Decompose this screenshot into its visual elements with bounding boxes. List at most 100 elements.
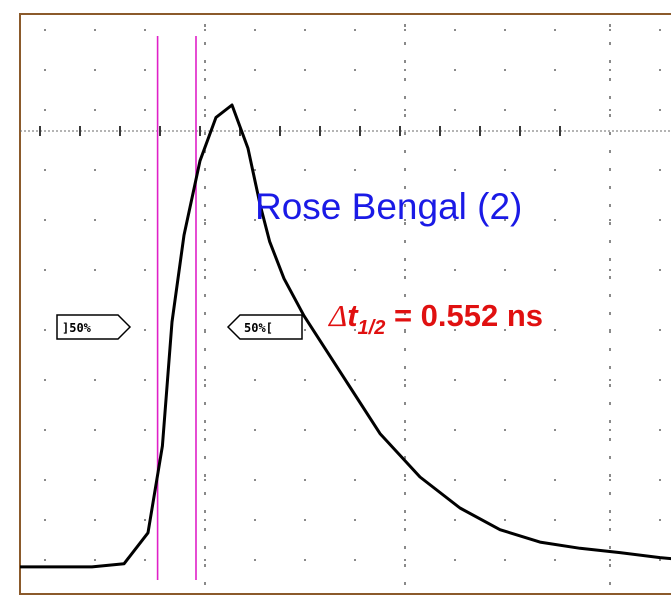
grid-dot	[304, 429, 306, 431]
grid-dot	[609, 24, 611, 27]
grid-dot	[354, 519, 356, 521]
grid-dot	[254, 519, 256, 521]
grid-dot	[354, 69, 356, 71]
grid-dot	[609, 420, 611, 423]
grid-dot	[404, 29, 406, 31]
grid-dot	[254, 559, 256, 561]
grid-dot	[144, 559, 146, 561]
grid-dot	[504, 109, 506, 111]
grid-dot	[204, 29, 206, 31]
grid-dot	[609, 240, 611, 243]
grid-dot	[354, 429, 356, 431]
grid-dot	[204, 60, 206, 63]
waveform-trace	[20, 103, 671, 569]
grid-dot	[204, 474, 206, 477]
grid-dot	[554, 379, 556, 381]
grid-dot	[659, 329, 661, 331]
grid-dot	[404, 312, 406, 315]
grid-dot	[44, 219, 46, 221]
grid-dot	[609, 114, 611, 117]
grid-dot	[404, 474, 406, 477]
grid-dot	[304, 519, 306, 521]
chart-frame	[19, 13, 671, 595]
delta-symbol: Δ	[329, 298, 348, 333]
grid-dot	[204, 582, 206, 585]
grid-dot	[204, 168, 206, 171]
grid-dot	[204, 219, 206, 221]
grid-dot	[204, 528, 206, 531]
grid-dot	[609, 204, 611, 207]
grid-dot	[404, 402, 406, 405]
grid-dot	[94, 559, 96, 561]
grid-dot	[404, 150, 406, 153]
grid-dot	[454, 479, 456, 481]
grid-dot	[144, 429, 146, 431]
delta-t-half-label: Δt1/2 = 0.552 ns	[329, 300, 543, 338]
delta-value: = 0.552 ns	[393, 298, 544, 333]
grid-dot	[204, 366, 206, 369]
grid-dot	[609, 582, 611, 585]
grid-dot	[609, 168, 611, 171]
grid-dot	[404, 582, 406, 585]
grid-dot	[94, 219, 96, 221]
grid-dot	[94, 69, 96, 71]
grid-dot	[354, 269, 356, 271]
grid-dot	[554, 219, 556, 221]
right-marker-label: 50%[	[244, 321, 273, 335]
grid-dot	[304, 219, 306, 221]
grid-dot	[204, 479, 206, 481]
grid-dot	[454, 269, 456, 271]
grid-dot	[659, 29, 661, 31]
grid-dot	[454, 519, 456, 521]
grid-dot	[144, 169, 146, 171]
grid-dot	[44, 479, 46, 481]
grid-dot	[609, 479, 611, 481]
grid-dot	[204, 330, 206, 333]
grid-dot	[354, 329, 356, 331]
grid-dot	[204, 559, 206, 561]
left-marker-label: ]50%	[62, 321, 92, 335]
grid-dot	[44, 559, 46, 561]
grid-dot	[609, 276, 611, 279]
grid-dot	[504, 429, 506, 431]
grid-dot	[554, 269, 556, 271]
grid-dot	[659, 379, 661, 381]
grid-dot	[204, 438, 206, 441]
grid-dot	[204, 78, 206, 81]
grid-dot	[609, 366, 611, 369]
grid-dot	[609, 384, 611, 387]
grid-dot	[609, 150, 611, 153]
grid-dot	[554, 479, 556, 481]
left-half-max-marker: ]50%	[56, 314, 132, 340]
grid-dot	[354, 219, 356, 221]
center-axis	[20, 126, 671, 136]
grid-dot	[404, 456, 406, 459]
grid-dot	[94, 109, 96, 111]
grid-dot	[44, 69, 46, 71]
grid-dot	[354, 479, 356, 481]
grid-dot	[404, 60, 406, 63]
grid-dot	[204, 546, 206, 549]
grid-dot	[144, 329, 146, 331]
grid-dot	[304, 329, 306, 331]
grid-dot	[504, 329, 506, 331]
grid-dot	[204, 276, 206, 279]
grid-dot	[304, 69, 306, 71]
grid-dot	[304, 169, 306, 171]
grid-dot	[94, 519, 96, 521]
grid-dot	[609, 29, 611, 31]
grid-dot	[404, 546, 406, 549]
grid-dot	[204, 456, 206, 459]
grid-dot	[504, 519, 506, 521]
grid-dot	[609, 69, 611, 71]
graticule-grid	[44, 24, 661, 585]
grid-dot	[404, 109, 406, 111]
grid-dot	[144, 519, 146, 521]
grid-dot	[659, 269, 661, 271]
grid-dot	[354, 29, 356, 31]
grid-dot	[609, 258, 611, 261]
grid-dot	[304, 559, 306, 561]
grid-dot	[254, 429, 256, 431]
grid-dot	[44, 379, 46, 381]
grid-dot	[454, 559, 456, 561]
